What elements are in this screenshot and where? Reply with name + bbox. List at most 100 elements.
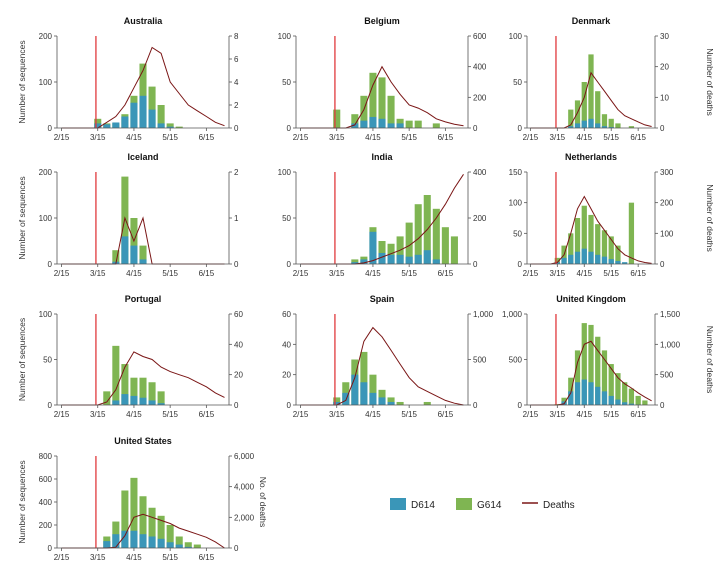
bar-d614 (568, 391, 574, 405)
bar-d614 (396, 254, 404, 264)
tick-label-right: 0 (234, 124, 239, 133)
bar-d614 (351, 123, 359, 128)
bar-g614 (432, 123, 440, 128)
tick-label-left: 0 (287, 124, 292, 133)
bar-g614 (595, 336, 601, 405)
tick-label-x: 3/15 (90, 410, 106, 419)
bar-g614 (184, 542, 192, 548)
tick-label-x: 2/15 (54, 553, 70, 562)
bar-d614 (112, 122, 120, 128)
panel-title: Spain (370, 294, 395, 304)
panel-belgium: Belgium 0 50 100 0 200 400 600 2/15 3/15 4/15 5/15 6… (278, 16, 487, 142)
tick-label-right: 0 (234, 544, 239, 553)
tick-label-x: 2/15 (293, 269, 309, 278)
tick-label-right: 40 (234, 340, 243, 349)
tick-label-x: 5/15 (401, 410, 417, 419)
tick-label-right: 200 (473, 93, 487, 102)
bar-g614 (405, 120, 413, 128)
bar-g614 (148, 86, 156, 128)
bar-d614 (148, 536, 156, 548)
tick-label-x: 3/15 (329, 410, 345, 419)
bar-g614 (157, 515, 165, 548)
tick-label-right: 0 (234, 260, 239, 269)
tick-label-x: 6/15 (199, 269, 215, 278)
panel-title: Denmark (572, 16, 612, 26)
panel-denmark: Denmark 0 50 100 0 10 20 30 2/15 3/15 4/15 5/15 6/15… (509, 16, 715, 142)
bar-g614 (595, 224, 601, 264)
panel-title: Belgium (364, 16, 400, 26)
bar-d614 (601, 256, 608, 264)
bar-g614 (628, 388, 635, 405)
tick-label-x: 5/15 (162, 269, 178, 278)
bar-d614 (387, 401, 395, 405)
tick-label-x: 2/15 (523, 269, 539, 278)
bar-d614 (139, 259, 147, 264)
bar-d614 (554, 262, 560, 264)
legend-deaths-label: Deaths (543, 500, 575, 511)
tick-label-right: 300 (660, 168, 674, 177)
panel-united-states: United States 0 200 400 600 800 0 2,000 4,000 6,0… (17, 436, 268, 562)
tick-label-x: 6/15 (199, 553, 215, 562)
bar-g614 (351, 259, 359, 264)
bar-g614 (387, 95, 395, 128)
tick-label-x: 2/15 (54, 133, 70, 142)
bar-g614 (333, 109, 341, 128)
tick-label-right: 30 (660, 32, 669, 41)
bar-g614 (450, 236, 458, 264)
tick-label-x: 5/15 (162, 410, 178, 419)
bar-g614 (130, 377, 138, 405)
bar-d614 (121, 530, 129, 548)
y-left-label: Number of sequences (17, 40, 27, 123)
bar-d614 (595, 254, 601, 264)
bar-d614 (351, 262, 359, 264)
bar-g614 (574, 218, 581, 264)
tick-label-left: 0 (48, 124, 53, 133)
bar-d614 (378, 118, 386, 128)
tick-label-left: 0 (287, 260, 292, 269)
bar-g614 (387, 397, 395, 405)
tick-label-right: 1 (234, 214, 239, 223)
bar-g614 (351, 114, 359, 128)
bar-d614 (608, 259, 614, 264)
bar-d614 (615, 399, 621, 405)
tick-label-right: 0 (473, 260, 478, 269)
bar-g614 (166, 525, 174, 548)
bar-g614 (139, 245, 147, 264)
tick-label-left: 1,000 (502, 310, 523, 319)
bar-g614 (615, 123, 621, 128)
panel-title: Australia (124, 16, 164, 26)
tick-label-x: 5/15 (603, 269, 619, 278)
tick-label-right: 1,000 (473, 310, 494, 319)
bar-d614 (601, 126, 608, 128)
tick-label-right: 600 (473, 32, 487, 41)
panel-united-kingdom: United Kingdom 0 500 1,000 0 500 1,000 1,500 2/1… (502, 294, 715, 419)
bar-d614 (387, 254, 395, 264)
bar-d614 (581, 379, 587, 405)
bar-d614 (166, 126, 174, 128)
bar-g614 (615, 245, 621, 264)
tick-label-x: 2/15 (523, 410, 539, 419)
panel-australia: Australia 0 100 200 0 2 4 6 8 2/15 3/15 4/15 5/15 6/1… (17, 16, 239, 142)
tick-label-x: 2/15 (54, 269, 70, 278)
tick-label-x: 3/15 (550, 410, 566, 419)
bar-d614 (574, 251, 581, 264)
bar-d614 (588, 382, 594, 405)
tick-label-left: 200 (39, 168, 53, 177)
legend-g614-label: G614 (477, 500, 502, 511)
tick-label-x: 6/15 (438, 269, 454, 278)
bar-g614 (628, 126, 635, 128)
bar-g614 (396, 401, 404, 405)
bar-g614 (595, 91, 601, 128)
bar-g614 (628, 202, 635, 264)
bar-g614 (574, 100, 581, 128)
bar-g614 (103, 391, 111, 405)
tick-label-x: 4/15 (576, 410, 592, 419)
tick-label-left: 100 (509, 199, 523, 208)
bar-d614 (628, 403, 635, 405)
bar-g614 (581, 82, 587, 128)
tick-label-x: 6/15 (630, 133, 646, 142)
bar-d614 (608, 395, 614, 405)
bar-d614 (561, 257, 567, 264)
bar-g614 (378, 77, 386, 128)
bar-g614 (148, 382, 156, 405)
